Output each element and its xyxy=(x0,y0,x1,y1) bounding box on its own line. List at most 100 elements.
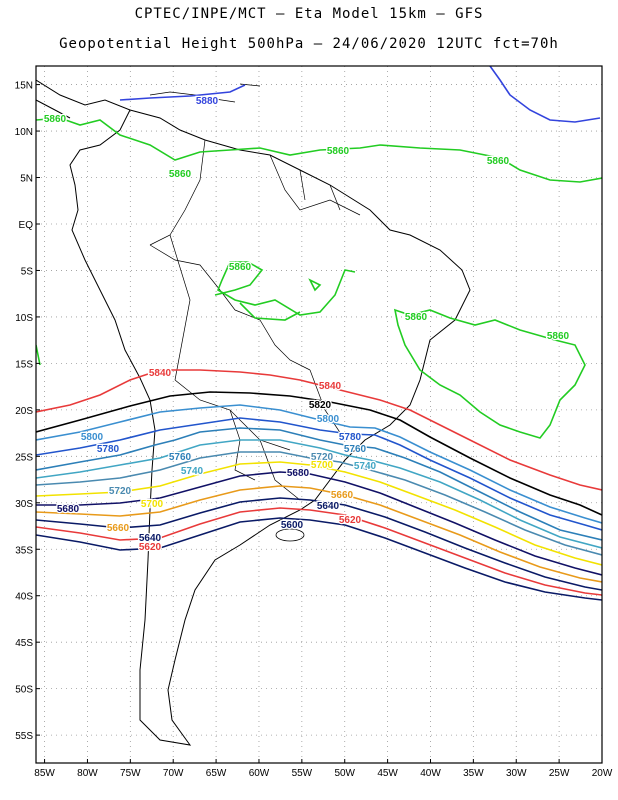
contour-line-5880 xyxy=(489,66,601,123)
contour-label-5820: 5820 xyxy=(309,400,332,411)
lon-tick-label: 65W xyxy=(206,768,227,779)
contour-label-5720: 5720 xyxy=(109,486,132,497)
contour-line-5620 xyxy=(36,507,602,596)
contour-line-5660 xyxy=(36,485,602,583)
contour-label-5760: 5760 xyxy=(169,452,192,463)
contour-label-5800: 5800 xyxy=(81,432,104,443)
lon-tick-label: 20W xyxy=(592,768,613,779)
lon-tick-label: 80W xyxy=(77,768,98,779)
lat-tick-label: 10N xyxy=(15,127,33,138)
country-border xyxy=(229,409,256,481)
contour-labels: 5860 5860 5860 5860 5860 5860 5860 5880 5840 5840… xyxy=(43,95,571,555)
contour-line-5700 xyxy=(36,461,602,566)
map-title-line2: Geopotential Height 500hPa – 24/06/2020 … xyxy=(59,36,559,52)
contour-line-5880 xyxy=(119,84,246,101)
contour-label-5640: 5640 xyxy=(139,533,162,544)
contour-label-5680: 5680 xyxy=(287,468,310,479)
contour-line-5860 xyxy=(36,344,41,366)
contour-line-5680 xyxy=(36,471,602,576)
country-border xyxy=(149,139,206,246)
contour-line-5860 xyxy=(308,278,322,292)
axis-tick-labels: 15N 10N 5N EQ 5S 10S 15S 20S 25S 30S 35S 40S 45S 50S 5… xyxy=(15,81,613,779)
coastline-layer xyxy=(36,79,471,746)
contour-line-5820 xyxy=(36,391,602,516)
contour-label-5660: 5660 xyxy=(331,490,354,501)
contour-label-5800: 5800 xyxy=(317,414,340,425)
contour-label-5660: 5660 xyxy=(107,523,130,534)
lat-tick-label: 35S xyxy=(15,545,33,556)
map-frame xyxy=(35,65,603,764)
country-border xyxy=(259,439,301,501)
contour-label-5620: 5620 xyxy=(139,542,162,553)
lat-tick-label: 15S xyxy=(15,359,33,370)
contour-line-5760 xyxy=(36,427,602,541)
lat-tick-label: 55S xyxy=(15,731,33,742)
contour-label-5680: 5680 xyxy=(57,504,80,515)
contour-line-5840 xyxy=(36,369,602,491)
contour-label-5860: 5860 xyxy=(487,156,510,167)
lon-tick-label: 85W xyxy=(34,768,55,779)
lon-tick-label: 25W xyxy=(549,768,570,779)
lon-tick-label: 50W xyxy=(334,768,355,779)
lon-tick-label: 75W xyxy=(120,768,141,779)
country-border xyxy=(329,184,341,211)
contour-label-5620: 5620 xyxy=(339,515,362,526)
country-border xyxy=(149,244,236,311)
contour-label-5700: 5700 xyxy=(141,499,164,510)
contour-line-5720 xyxy=(36,451,602,556)
contour-label-5740: 5740 xyxy=(354,461,377,472)
contour-line-5640 xyxy=(36,497,602,591)
contour-line-5860 xyxy=(239,302,301,321)
contour-line-5780 xyxy=(36,417,602,531)
country-border xyxy=(269,154,361,216)
lon-tick-label: 40W xyxy=(420,768,441,779)
contour-label-5780: 5780 xyxy=(339,432,362,443)
contour-label-5840: 5840 xyxy=(319,381,342,392)
contour-label-5880: 5880 xyxy=(196,96,219,107)
lat-tick-label: EQ xyxy=(19,220,34,231)
lon-tick-label: 45W xyxy=(377,768,398,779)
contour-label-5860: 5860 xyxy=(229,262,252,273)
contour-label-5760: 5760 xyxy=(344,444,367,455)
lon-tick-label: 60W xyxy=(249,768,270,779)
country-border xyxy=(169,234,191,381)
map-title-line1: CPTEC/INPE/MCT – Eta Model 15km – GFS xyxy=(134,6,484,22)
lat-tick-label: 5S xyxy=(21,266,34,277)
contour-label-5860: 5860 xyxy=(405,312,428,323)
lat-tick-label: 15N xyxy=(15,81,33,92)
contour-label-5640: 5640 xyxy=(317,501,340,512)
lat-tick-label: 5N xyxy=(20,174,33,185)
lat-tick-label: 40S xyxy=(15,592,33,603)
contour-layer xyxy=(36,66,602,601)
lat-tick-label: 25S xyxy=(15,452,33,463)
lon-tick-label: 70W xyxy=(163,768,184,779)
south-america-coastline xyxy=(69,109,471,746)
rio-de-la-plata xyxy=(275,528,305,542)
contour-line-5860 xyxy=(214,261,356,316)
lat-tick-label: 30S xyxy=(15,499,33,510)
contour-line-5800 xyxy=(36,404,602,524)
contour-line-5860 xyxy=(36,117,602,183)
lon-tick-label: 35W xyxy=(463,768,484,779)
lat-tick-label: 45S xyxy=(15,638,33,649)
contour-label-5860: 5860 xyxy=(547,331,570,342)
contour-label-5840: 5840 xyxy=(149,368,172,379)
lat-tick-label: 20S xyxy=(15,406,33,417)
contour-label-5860: 5860 xyxy=(44,114,67,125)
contour-label-5600: 5600 xyxy=(281,520,304,531)
lon-tick-label: 30W xyxy=(506,768,527,779)
central-america-coastline xyxy=(36,79,131,119)
lon-tick-label: 55W xyxy=(292,768,313,779)
contour-line-5740 xyxy=(36,439,602,549)
contour-label-5860: 5860 xyxy=(327,146,350,157)
contour-line-5860 xyxy=(393,308,586,439)
contour-label-5700: 5700 xyxy=(311,460,334,471)
country-border xyxy=(299,169,306,201)
contour-label-5720: 5720 xyxy=(311,452,334,463)
lat-tick-label: 10S xyxy=(15,313,33,324)
contour-label-5780: 5780 xyxy=(97,444,120,455)
contour-line-5600 xyxy=(36,517,602,601)
contour-label-5860: 5860 xyxy=(169,169,192,180)
country-border xyxy=(234,309,311,371)
